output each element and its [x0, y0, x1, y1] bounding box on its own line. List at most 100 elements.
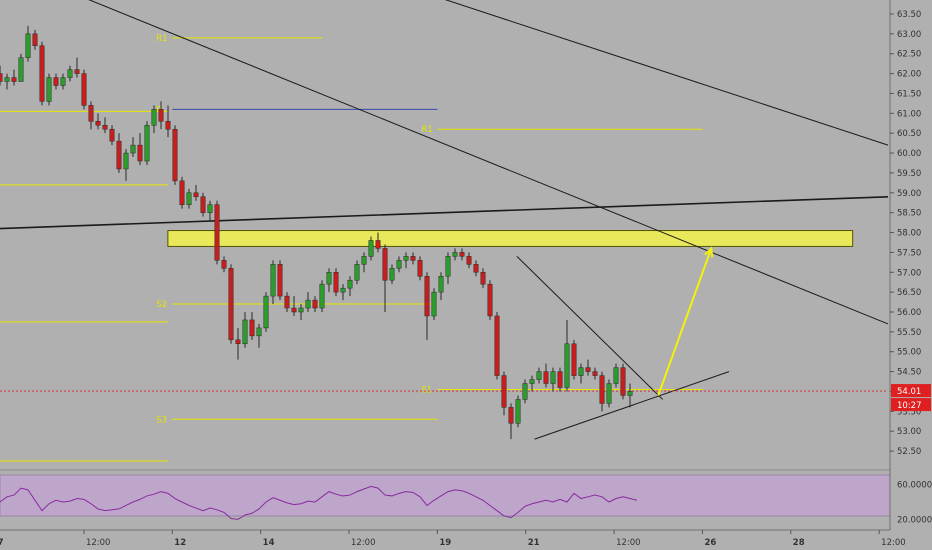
candle-body: [186, 192, 192, 205]
candle-body: [137, 144, 143, 162]
pivot-label: R1: [421, 125, 432, 135]
candle-body: [368, 240, 374, 257]
pivot-label: S3: [156, 415, 167, 425]
candle-body: [200, 196, 206, 213]
candle-body: [501, 375, 507, 408]
candle-body: [39, 45, 45, 102]
candle-body: [123, 152, 129, 170]
candle-body: [81, 73, 87, 106]
candle-body: [550, 371, 556, 384]
candle-body: [557, 371, 563, 388]
candle-body: [361, 256, 367, 265]
candle-body: [536, 371, 542, 380]
pivot-label: S2: [156, 300, 167, 310]
candle-body: [522, 383, 528, 400]
time-tick-label: 12:00: [616, 538, 641, 548]
candle-body: [347, 279, 353, 289]
candle-body: [515, 399, 521, 424]
time-tick-label: 7: [0, 538, 4, 548]
candle-body: [382, 248, 388, 281]
candle-body: [564, 343, 570, 388]
candle-body: [144, 124, 150, 162]
candle-body: [214, 204, 220, 261]
candle-body: [431, 291, 437, 317]
candle-body: [256, 327, 262, 337]
candle-body: [207, 204, 213, 213]
price-tick-label: 52.50: [897, 447, 921, 457]
candle-body: [95, 121, 101, 126]
candle-body: [151, 109, 157, 126]
candle-body: [277, 264, 283, 297]
candle-body: [32, 33, 38, 47]
candle-body: [228, 268, 234, 341]
candle-body: [116, 140, 122, 170]
candle-body: [270, 264, 276, 297]
trend-lines-layer: [0, 0, 889, 440]
trend-line: [444, 0, 889, 146]
resistance-zone-layer: [167, 230, 854, 247]
candle-body: [396, 260, 402, 269]
current-price-label: 54.01: [897, 387, 921, 397]
candle-body: [613, 367, 619, 384]
time-tick-label: 28: [793, 538, 805, 548]
time-tick-label: 12:00: [351, 538, 376, 548]
candle-body: [627, 391, 633, 396]
candle-body: [508, 407, 514, 424]
rsi-panel-band: [0, 474, 891, 517]
trend-line: [88, 0, 889, 325]
time-tick-label: 12:00: [881, 538, 906, 548]
candle-body: [452, 252, 458, 257]
candle-body: [480, 272, 486, 285]
candle-body: [298, 307, 304, 313]
pivot-label: R1: [156, 34, 167, 44]
price-tick-label: 61.50: [897, 89, 921, 99]
price-tick-label: 57.50: [897, 248, 921, 258]
candle-body: [130, 144, 136, 154]
candle-body: [179, 180, 185, 205]
candle-body: [172, 128, 178, 182]
price-tick-label: 54.50: [897, 368, 921, 378]
candle-body: [333, 272, 339, 293]
candle-body: [354, 264, 360, 281]
candle-body: [340, 287, 346, 293]
projection-arrow-shaft: [657, 248, 713, 396]
time-tick-label: 14: [263, 538, 275, 548]
price-tick-label: 53.50: [897, 407, 921, 417]
price-tick-label: 63.50: [897, 10, 921, 20]
candle-body: [291, 307, 297, 313]
price-tick-label: 55.50: [897, 328, 921, 338]
candle-body: [242, 319, 248, 345]
candle-body: [424, 275, 430, 317]
price-tick-label: 57.00: [897, 268, 921, 278]
time-tick-label: 12: [174, 538, 186, 548]
price-tick-label: 62.50: [897, 50, 921, 60]
candle-body: [543, 371, 549, 384]
resistance-zone: [167, 230, 854, 247]
price-tick-label: 61.00: [897, 109, 921, 119]
candle-body: [158, 109, 164, 122]
candle-body: [585, 367, 591, 372]
triangle-line: [534, 371, 730, 440]
pivot-label: S1: [421, 385, 432, 395]
candle-body: [389, 268, 395, 281]
rsi-line: [0, 485, 638, 520]
candle-body: [438, 275, 444, 293]
candle-body: [459, 252, 465, 257]
candle-body: [263, 295, 269, 329]
pivot-lines-layer: R1PR1S2S1S3: [0, 34, 703, 462]
price-tick-label: 53.00: [897, 427, 921, 437]
time-tick-label: 21: [528, 538, 540, 548]
candle-body: [25, 33, 31, 58]
price-tick-label: 59.50: [897, 169, 921, 179]
price-tick-label: 58.00: [897, 229, 921, 239]
candle-body: [284, 295, 290, 309]
candle-body: [11, 77, 17, 82]
candle-body: [410, 256, 416, 261]
candle-body: [494, 315, 500, 376]
candle-body: [620, 367, 626, 396]
candle-body: [109, 128, 115, 142]
candle-body: [235, 339, 241, 345]
candle-body: [319, 283, 325, 309]
candle-body: [417, 260, 423, 277]
